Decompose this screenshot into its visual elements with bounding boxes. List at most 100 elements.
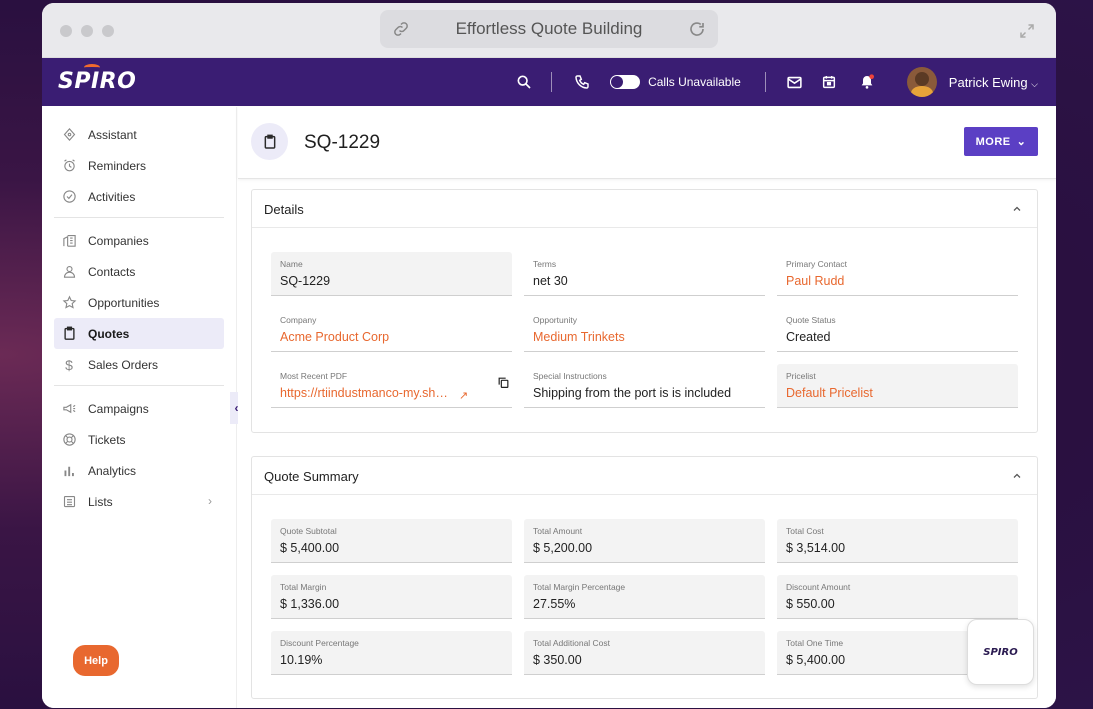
user-avatar[interactable] <box>906 67 937 97</box>
sidebar-item-tickets[interactable]: Tickets <box>54 424 224 455</box>
primary-contact-link[interactable]: Paul Rudd <box>786 274 845 288</box>
field-label: Quote Status <box>786 315 836 325</box>
pricelist-link[interactable]: Default Pricelist <box>786 386 873 400</box>
window-controls <box>60 25 114 37</box>
spiro-widget-button[interactable]: SPIRO <box>967 619 1034 685</box>
sidebar-item-quotes[interactable]: Quotes <box>54 318 224 349</box>
field-label: Most Recent PDF <box>280 371 348 381</box>
field-total-amount: Total Amount $ 5,200.00 <box>524 519 765 563</box>
sidebar-item-opportunities[interactable]: Opportunities <box>54 287 224 318</box>
list-icon <box>61 494 77 510</box>
search-icon[interactable] <box>516 74 532 90</box>
external-link-icon[interactable]: ↗ <box>459 390 469 402</box>
field-special-instructions[interactable]: Special Instructions Shipping from the p… <box>524 364 765 408</box>
field-value: Created <box>786 330 831 344</box>
field-opportunity[interactable]: Opportunity Medium Trinkets <box>524 308 765 352</box>
reload-icon[interactable] <box>688 20 706 43</box>
bar-chart-icon <box>61 463 77 479</box>
sidebar-item-campaigns[interactable]: Campaigns <box>54 393 224 424</box>
field-label: Company <box>280 315 317 325</box>
alarm-icon <box>61 158 77 174</box>
sidebar-item-assistant[interactable]: Assistant <box>54 119 224 150</box>
sidebar-divider <box>54 385 224 386</box>
field-name[interactable]: Name SQ-1229 <box>271 252 512 296</box>
sidebar-item-analytics[interactable]: Analytics <box>54 455 224 486</box>
company-link[interactable]: Acme Product Corp <box>280 330 390 344</box>
field-most-recent-pdf[interactable]: Most Recent PDF https://rtiindustmanco-m… <box>271 364 512 408</box>
address-bar-title: Effortless Quote Building <box>455 19 643 38</box>
dollar-icon: $ <box>65 356 73 373</box>
field-label: Total Margin <box>280 582 327 592</box>
phone-icon[interactable] <box>574 74 590 90</box>
copy-icon[interactable] <box>497 376 510 394</box>
chevron-left-icon: ‹ <box>234 401 239 415</box>
sidebar-item-label: Analytics <box>88 463 137 478</box>
chevron-up-icon[interactable] <box>1011 469 1023 487</box>
field-label: Pricelist <box>786 371 816 381</box>
field-primary-contact[interactable]: Primary Contact Paul Rudd <box>777 252 1018 296</box>
nav-divider <box>764 72 766 92</box>
calendar-icon[interactable] <box>821 74 837 90</box>
field-company[interactable]: Company Acme Product Corp <box>271 308 512 352</box>
expand-icon[interactable] <box>1018 22 1036 45</box>
sidebar-item-label: Sales Orders <box>88 357 159 372</box>
sidebar-item-label: Opportunities <box>88 295 160 310</box>
chevron-up-icon[interactable] <box>1011 202 1023 220</box>
minimize-window-button[interactable] <box>81 25 93 37</box>
field-value: $ 5,200.00 <box>533 541 593 555</box>
sidebar-item-label: Tickets <box>88 432 126 447</box>
megaphone-icon <box>61 401 77 417</box>
sidebar-item-label: Contacts <box>88 264 136 279</box>
field-value: $ 5,400.00 <box>280 541 340 555</box>
zoom-window-button[interactable] <box>102 25 114 37</box>
details-card-header[interactable]: Details <box>252 190 1037 228</box>
sidebar: Assistant Reminders Activities Companies… <box>42 107 237 708</box>
sidebar-item-sales-orders[interactable]: $ Sales Orders <box>54 349 224 380</box>
field-quote-subtotal: Quote Subtotal $ 5,400.00 <box>271 519 512 563</box>
chevron-down-icon: ⌄ <box>1016 136 1027 148</box>
more-button[interactable]: MORE ⌄ <box>964 127 1038 156</box>
details-card-title: Details <box>264 202 304 217</box>
person-icon <box>61 264 77 280</box>
sidebar-item-label: Quotes <box>88 326 130 341</box>
field-value: $ 350.00 <box>533 653 582 667</box>
field-value: SQ-1229 <box>280 274 331 288</box>
field-label: Terms <box>533 259 557 269</box>
spiro-widget-logo: SPIRO <box>983 646 1018 658</box>
field-pricelist[interactable]: Pricelist Default Pricelist <box>777 364 1018 408</box>
building-icon <box>61 233 77 249</box>
field-label: Discount Amount <box>786 582 851 592</box>
more-button-label: MORE <box>975 135 1011 148</box>
field-total-margin: Total Margin $ 1,336.00 <box>271 575 512 619</box>
field-quote-status[interactable]: Quote Status Created <box>777 308 1018 352</box>
notifications-bell-icon[interactable] <box>859 74 875 90</box>
calls-status-label: Calls Unavailable <box>648 75 741 89</box>
sidebar-item-label: Lists <box>88 494 113 509</box>
user-menu[interactable]: Patrick Ewing ⌵ <box>949 75 1038 90</box>
opportunity-link[interactable]: Medium Trinkets <box>533 330 625 344</box>
sidebar-item-label: Assistant <box>88 127 137 142</box>
field-label: Total One Time <box>786 638 844 648</box>
nav-divider <box>551 72 553 92</box>
sidebar-item-reminders[interactable]: Reminders <box>54 150 224 181</box>
mail-icon[interactable] <box>786 74 803 91</box>
sidebar-item-contacts[interactable]: Contacts <box>54 256 224 287</box>
address-bar[interactable]: Effortless Quote Building <box>380 10 718 48</box>
field-label: Discount Percentage <box>280 638 359 648</box>
field-label: Opportunity <box>533 315 577 325</box>
help-button[interactable]: Help <box>73 645 119 676</box>
sidebar-item-activities[interactable]: Activities <box>54 181 224 212</box>
close-window-button[interactable] <box>60 25 72 37</box>
sidebar-item-companies[interactable]: Companies <box>54 225 224 256</box>
sidebar-item-label: Companies <box>88 233 149 248</box>
clipboard-icon <box>61 326 77 342</box>
field-discount-percentage: Discount Percentage 10.19% <box>271 631 512 675</box>
pdf-link[interactable]: https://rtiindustmanco-my.sharepoint.com <box>280 386 452 400</box>
sidebar-item-lists[interactable]: Lists › <box>54 486 224 517</box>
calls-availability-toggle[interactable] <box>610 75 641 89</box>
spiro-logo[interactable]: SPIRO <box>58 64 136 94</box>
field-terms[interactable]: Terms net 30 <box>524 252 765 296</box>
page-header: SQ-1229 MORE ⌄ <box>238 107 1056 179</box>
field-label: Name <box>280 259 303 269</box>
quote-summary-card-header[interactable]: Quote Summary <box>252 457 1037 495</box>
